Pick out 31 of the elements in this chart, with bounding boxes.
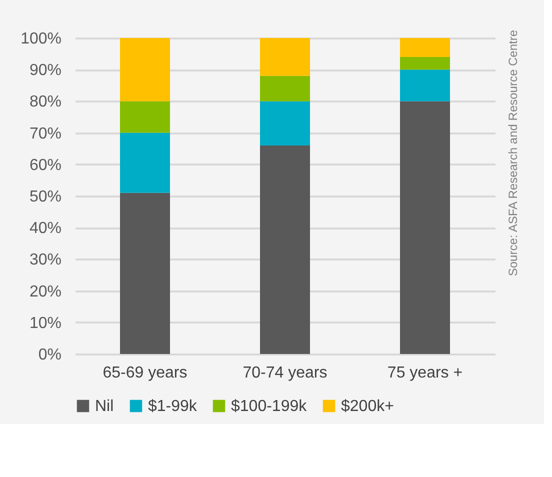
legend-label: $100-199k (231, 398, 308, 415)
x-tick-label: 75 years + (387, 364, 463, 382)
bar (400, 101, 450, 354)
bar (400, 38, 450, 57)
y-tick-label: 60% (29, 156, 62, 174)
bar (400, 70, 450, 102)
y-tick-label: 50% (29, 188, 62, 206)
bar (120, 192, 170, 354)
y-tick-label: 20% (29, 283, 62, 300)
x-tick-label: 65-69 years (102, 364, 188, 382)
y-tick-label: 30% (29, 252, 62, 269)
bar (120, 101, 170, 133)
y-tick-label: 70% (29, 125, 62, 142)
y-tick-label: 100% (20, 30, 62, 48)
bar (260, 76, 310, 102)
y-tick-label: 80% (29, 94, 62, 111)
source-note: Source: ASFA Research and Resource Centre (506, 30, 520, 276)
y-tick-label: 0% (38, 346, 62, 364)
legend-label: $1-99k (148, 398, 198, 415)
y-tick-label: 10% (29, 314, 62, 332)
bar (260, 101, 310, 146)
y-tick-label: 90% (29, 62, 62, 80)
bar (400, 56, 450, 70)
bar (260, 38, 310, 76)
bar (260, 145, 310, 354)
x-tick-label: 70-74 years (242, 364, 328, 382)
bar (120, 38, 170, 102)
legend-label: $200k+ (341, 398, 394, 415)
bar (120, 132, 170, 193)
y-tick-label: 40% (29, 220, 62, 238)
legend-label: Nil (95, 398, 114, 415)
